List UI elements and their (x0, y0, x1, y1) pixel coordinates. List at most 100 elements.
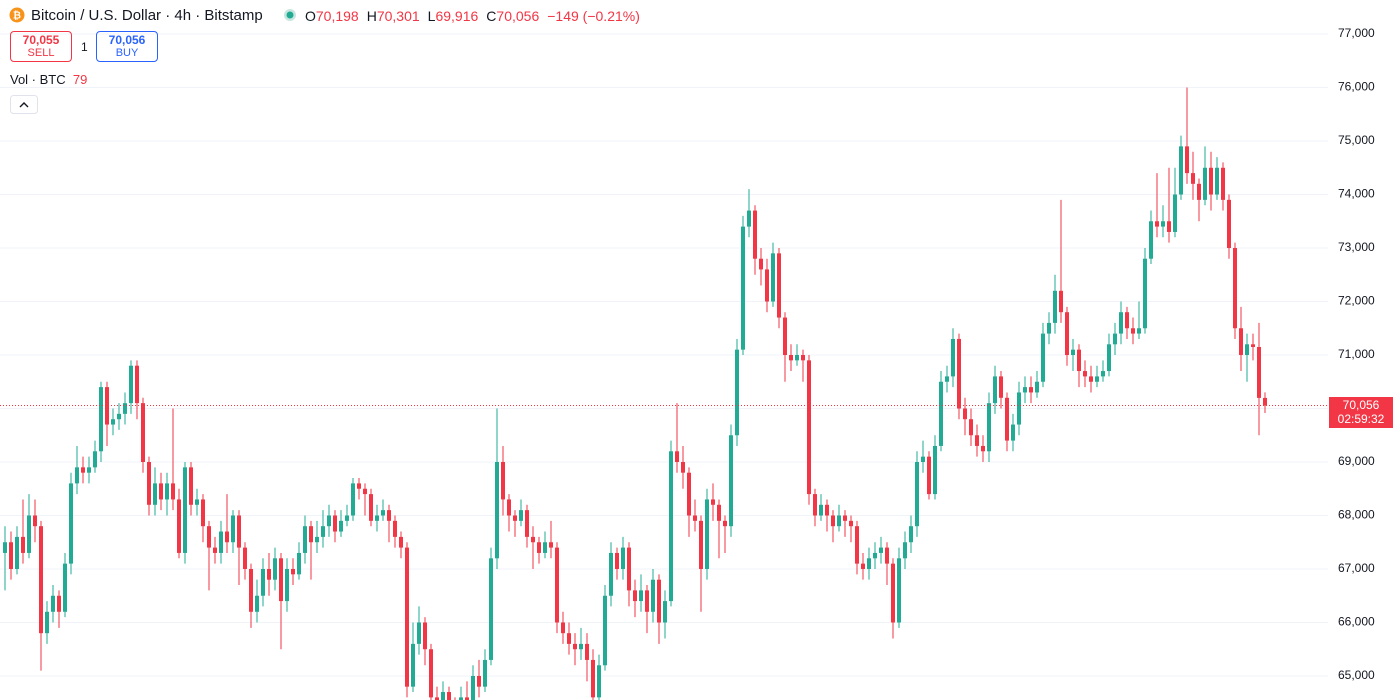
candle-body (1083, 371, 1087, 377)
candle-body (735, 349, 739, 436)
collapse-button[interactable] (10, 95, 38, 114)
candle-body (501, 461, 505, 500)
candle-body (795, 355, 799, 361)
y-tick-label: 69,000 (1338, 454, 1375, 468)
candle-body (615, 552, 619, 569)
symbol-title: Bitcoin / U.S. Dollar · 4h · Bitstamp (31, 7, 263, 24)
ohlc-key: L (427, 8, 436, 24)
ohlc-key: C (486, 8, 497, 24)
buy-button[interactable]: 70,056 BUY (96, 31, 158, 62)
candle-body (435, 697, 439, 700)
candle-body (819, 504, 823, 516)
candle-body (891, 563, 895, 623)
y-tick-label: 75,000 (1338, 133, 1375, 147)
candle-body (771, 253, 775, 302)
sell-button[interactable]: 70,055 SELL (10, 31, 72, 62)
candle-body (99, 387, 103, 452)
candle-body (753, 210, 757, 259)
candle-body (309, 526, 313, 543)
candle-body (87, 467, 91, 473)
y-tick-label: 67,000 (1338, 561, 1375, 575)
y-tick-label: 66,000 (1338, 615, 1375, 629)
candle-body (585, 643, 589, 660)
candle-body (573, 643, 577, 650)
candle-body (1251, 344, 1255, 347)
candle-body (897, 558, 901, 623)
candle-body (1155, 221, 1159, 227)
candle-body (1263, 397, 1267, 406)
ohlc-value: 70,056 (496, 8, 540, 24)
y-tick-label: 73,000 (1338, 240, 1375, 254)
candle-body (741, 226, 745, 350)
y-tick-label: 71,000 (1338, 347, 1375, 361)
candle-body (993, 376, 997, 404)
candle-body (339, 520, 343, 532)
candle-body (789, 355, 793, 361)
candle-body (1119, 312, 1123, 334)
candle-body (957, 338, 961, 409)
candle-body (129, 365, 133, 404)
candle-body (603, 595, 607, 666)
candle-body (201, 499, 205, 527)
candle-body (255, 595, 259, 612)
candle-body (663, 601, 667, 623)
candle-body (561, 622, 565, 634)
candle-body (483, 659, 487, 687)
candle-body (411, 643, 415, 687)
bar-countdown: 02:59:32 (1337, 411, 1385, 426)
candle-body (177, 499, 181, 553)
candle-body (261, 568, 265, 596)
candle-body (1173, 194, 1177, 232)
candle-body (639, 590, 643, 602)
collapse-chevron (19, 102, 29, 108)
candle-body (1095, 376, 1099, 382)
candle-body (1167, 221, 1171, 232)
candle-body (219, 531, 223, 553)
candle-body (675, 451, 679, 462)
candle-body (1257, 346, 1261, 398)
candle-body (699, 520, 703, 569)
candle-body (543, 542, 547, 553)
candle-body (1149, 221, 1153, 259)
candle-body (591, 659, 595, 698)
candle-body (45, 611, 49, 634)
candle-body (243, 547, 247, 569)
candle-body (321, 526, 325, 537)
candle-body (1065, 312, 1069, 356)
candle-body (327, 515, 331, 527)
sell-price: 70,055 (22, 33, 60, 47)
candle-body (1035, 381, 1039, 393)
candle-body (759, 258, 763, 270)
candle-body (909, 526, 913, 543)
candle-body (861, 563, 865, 569)
buy-price: 70,056 (108, 33, 146, 47)
candle-body (609, 552, 613, 596)
candle-body (657, 579, 661, 623)
candle-body (393, 520, 397, 537)
candle-body (1143, 258, 1147, 329)
candle-body (39, 526, 43, 634)
candle-body (207, 526, 211, 548)
candle-body (555, 547, 559, 623)
candle-body (27, 515, 31, 553)
candle-body (1113, 333, 1117, 345)
candle-body (57, 595, 61, 612)
candle-body (1179, 146, 1183, 195)
candle-body (705, 499, 709, 569)
candle-body (579, 643, 583, 650)
candle-body (669, 451, 673, 602)
candle-body (513, 515, 517, 521)
candle-body (1059, 290, 1063, 313)
candle-body (849, 520, 853, 527)
coin-icon-glyph: ₿ (13, 10, 21, 22)
y-tick-label: 77,000 (1338, 26, 1375, 40)
candle-body (441, 692, 445, 700)
candle-body (927, 456, 931, 495)
candle-body (765, 269, 769, 302)
candle-body (1221, 167, 1225, 200)
candle-body (1239, 328, 1243, 356)
candle-body (447, 692, 451, 700)
sell-label: SELL (27, 47, 55, 59)
buy-label: BUY (115, 47, 139, 59)
